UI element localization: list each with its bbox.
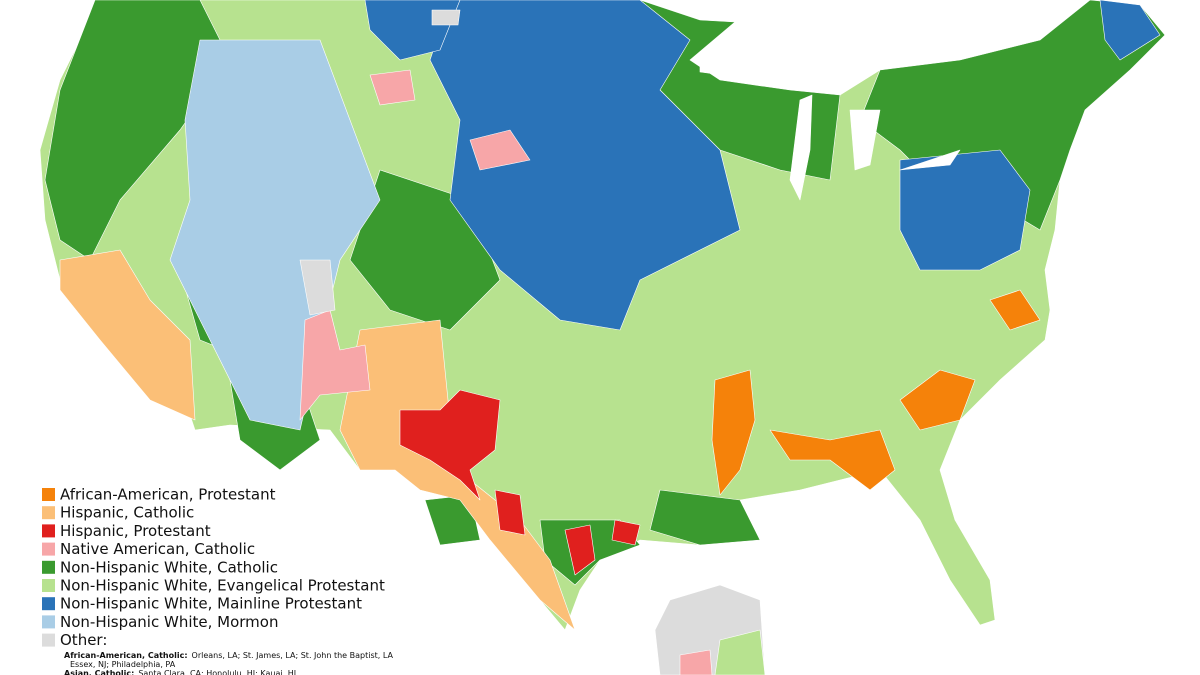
legend-swatch xyxy=(42,488,55,501)
note-places: Santa Clara, CA; Honolulu, HI; Kauai, HI xyxy=(138,669,296,675)
legend-label: Other: xyxy=(60,631,107,649)
region xyxy=(369,69,416,106)
other-note: African-American, Catholic: Orleans, LA; … xyxy=(64,651,393,660)
region xyxy=(1099,0,1161,61)
region xyxy=(989,289,1041,331)
legend-label: Native American, Catholic xyxy=(60,540,255,558)
region xyxy=(299,309,371,421)
lake xyxy=(699,57,961,201)
legend-swatch xyxy=(42,633,55,647)
note-group: African-American, Catholic: xyxy=(64,651,188,660)
region xyxy=(564,524,596,576)
region xyxy=(399,389,501,501)
region xyxy=(494,489,526,536)
legend-swatch xyxy=(42,597,55,611)
legend-swatch xyxy=(42,506,55,520)
region xyxy=(711,369,756,496)
region xyxy=(899,149,1031,271)
legend-swatch xyxy=(42,542,55,556)
other-note: Essex, NJ; Philadelphia, PA xyxy=(70,660,176,669)
legend-swatch xyxy=(42,579,55,592)
map xyxy=(39,0,1166,675)
region xyxy=(431,9,461,26)
other-note: Asian, Catholic: Santa Clara, CA; Honolul… xyxy=(64,669,296,675)
legend-label: Non-Hispanic White, Mormon xyxy=(60,613,278,631)
region xyxy=(59,249,196,421)
region xyxy=(429,0,741,331)
region xyxy=(899,369,976,431)
legend-label: African-American, Protestant xyxy=(60,486,276,504)
legend-label: Non-Hispanic White, Evangelical Protesta… xyxy=(60,577,385,595)
legend-swatch xyxy=(42,560,55,574)
legend-swatch xyxy=(42,615,55,629)
region xyxy=(769,429,896,491)
region xyxy=(611,519,641,546)
note-group: Asian, Catholic: xyxy=(64,669,134,675)
legend-label: Non-Hispanic White, Mainline Protestant xyxy=(60,595,362,613)
legend-label: Hispanic, Catholic xyxy=(60,504,194,522)
legend-label: Hispanic, Protestant xyxy=(60,522,211,540)
note-places: Orleans, LA; St. James, LA; St. John the… xyxy=(192,651,394,660)
region xyxy=(649,489,761,546)
region xyxy=(299,259,336,316)
legend-swatch xyxy=(42,524,55,538)
alaska xyxy=(679,649,713,675)
region xyxy=(44,0,231,261)
region xyxy=(169,39,381,431)
alaska xyxy=(714,629,766,675)
region xyxy=(469,129,531,171)
legend-label: Non-Hispanic White, Catholic xyxy=(60,558,278,576)
